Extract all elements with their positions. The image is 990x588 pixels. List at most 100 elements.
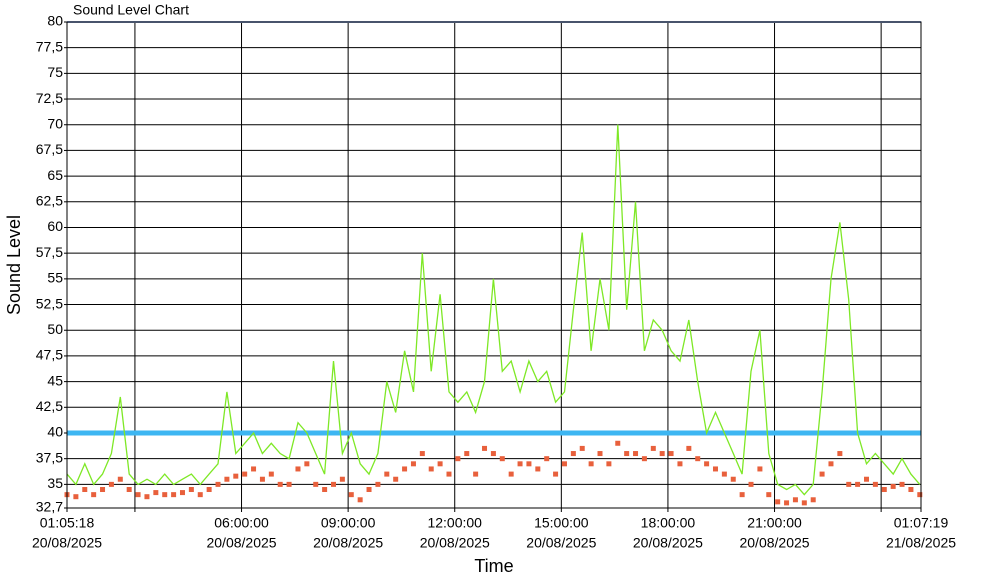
data-marker <box>677 461 683 467</box>
data-marker <box>695 456 701 462</box>
data-marker <box>91 492 97 498</box>
x-tick-label: 09:00:00 <box>321 515 376 531</box>
x-tick-label: 21:00:00 <box>747 515 802 531</box>
y-tick-label: 50 <box>47 321 63 337</box>
data-marker <box>526 461 532 467</box>
data-marker <box>801 500 807 506</box>
x-axis-title: Time <box>474 556 513 576</box>
y-tick-label: 40 <box>47 424 63 440</box>
data-marker <box>419 451 425 457</box>
data-marker <box>482 445 488 451</box>
data-marker <box>810 497 816 503</box>
data-marker <box>464 451 470 457</box>
data-marker <box>499 456 505 462</box>
data-marker <box>872 481 878 487</box>
data-marker <box>313 481 319 487</box>
data-marker <box>517 461 523 467</box>
x-tick-label: 18:00:00 <box>641 515 696 531</box>
series-line <box>66 124 921 496</box>
x-tick-label: 20/08/2025 <box>206 535 276 551</box>
data-marker <box>384 471 390 477</box>
chart-title: Sound Level Chart <box>73 2 189 18</box>
data-marker <box>117 476 123 482</box>
y-tick-label: 52,5 <box>36 295 63 311</box>
y-tick-label: 42,5 <box>36 398 63 414</box>
data-marker <box>784 500 790 506</box>
data-marker <box>402 466 408 472</box>
data-marker <box>917 492 923 498</box>
y-tick-label: 62,5 <box>36 193 63 209</box>
data-marker <box>704 461 710 467</box>
data-marker <box>597 451 603 457</box>
y-axis-title: Sound Level <box>4 215 24 315</box>
y-tick-label: 75 <box>47 64 63 80</box>
y-tick-label: 55 <box>47 270 63 286</box>
y-tick-label: 72,5 <box>36 90 63 106</box>
data-marker <box>766 492 772 498</box>
y-tick-label: 45 <box>47 372 63 388</box>
data-marker <box>188 487 194 493</box>
x-tick-label: 20/08/2025 <box>739 535 809 551</box>
data-marker <box>561 461 567 467</box>
data-marker <box>792 497 798 503</box>
data-marker <box>357 497 363 503</box>
x-tick-label: 20/08/2025 <box>526 535 596 551</box>
data-marker <box>242 471 248 477</box>
x-tick-label: 21/08/2025 <box>886 535 956 551</box>
data-marker <box>855 481 861 487</box>
data-marker <box>366 487 372 493</box>
data-marker <box>233 473 239 479</box>
data-marker <box>339 476 345 482</box>
data-marker <box>446 471 452 477</box>
data-marker <box>277 481 283 487</box>
data-marker <box>730 476 736 482</box>
data-marker <box>268 471 274 477</box>
y-tick-label: 47,5 <box>36 347 63 363</box>
y-tick-label: 80 <box>47 13 63 29</box>
data-marker <box>135 492 141 498</box>
data-marker <box>686 445 692 451</box>
data-marker <box>331 481 337 487</box>
data-marker <box>659 451 665 457</box>
data-marker <box>721 471 727 477</box>
data-marker <box>668 451 674 457</box>
data-marker <box>428 466 434 472</box>
data-marker <box>473 471 479 477</box>
data-marker <box>153 490 159 496</box>
data-marker <box>819 471 825 477</box>
data-marker <box>633 451 639 457</box>
plot-frame <box>66 21 922 509</box>
data-marker <box>73 494 79 500</box>
x-tick-label: 20/08/2025 <box>420 535 490 551</box>
data-marker <box>179 490 185 496</box>
data-marker <box>251 466 257 472</box>
data-marker <box>348 492 354 498</box>
data-marker <box>535 466 541 472</box>
data-marker <box>712 466 718 472</box>
data-marker <box>304 461 310 467</box>
y-tick-label: 65 <box>47 167 63 183</box>
data-marker <box>126 487 132 493</box>
y-tick-label: 67,5 <box>36 141 63 157</box>
data-marker <box>295 466 301 472</box>
x-tick-label: 15:00:00 <box>534 515 589 531</box>
data-marker <box>615 440 621 446</box>
data-marker <box>410 461 416 467</box>
data-marker <box>322 487 328 493</box>
data-marker <box>553 471 559 477</box>
y-tick-label: 37,5 <box>36 449 63 465</box>
x-tick-label: 06:00:00 <box>214 515 269 531</box>
data-marker <box>570 451 576 457</box>
data-marker <box>624 451 630 457</box>
data-marker <box>837 451 843 457</box>
data-marker <box>579 445 585 451</box>
y-tick-label: 70 <box>47 115 63 131</box>
x-tick-label: 01:05:18 <box>40 515 95 531</box>
data-marker <box>144 494 150 500</box>
data-marker <box>828 461 834 467</box>
x-tick-label: 20/08/2025 <box>32 535 102 551</box>
data-marker <box>259 476 265 482</box>
data-marker <box>846 481 852 487</box>
data-marker <box>899 481 905 487</box>
